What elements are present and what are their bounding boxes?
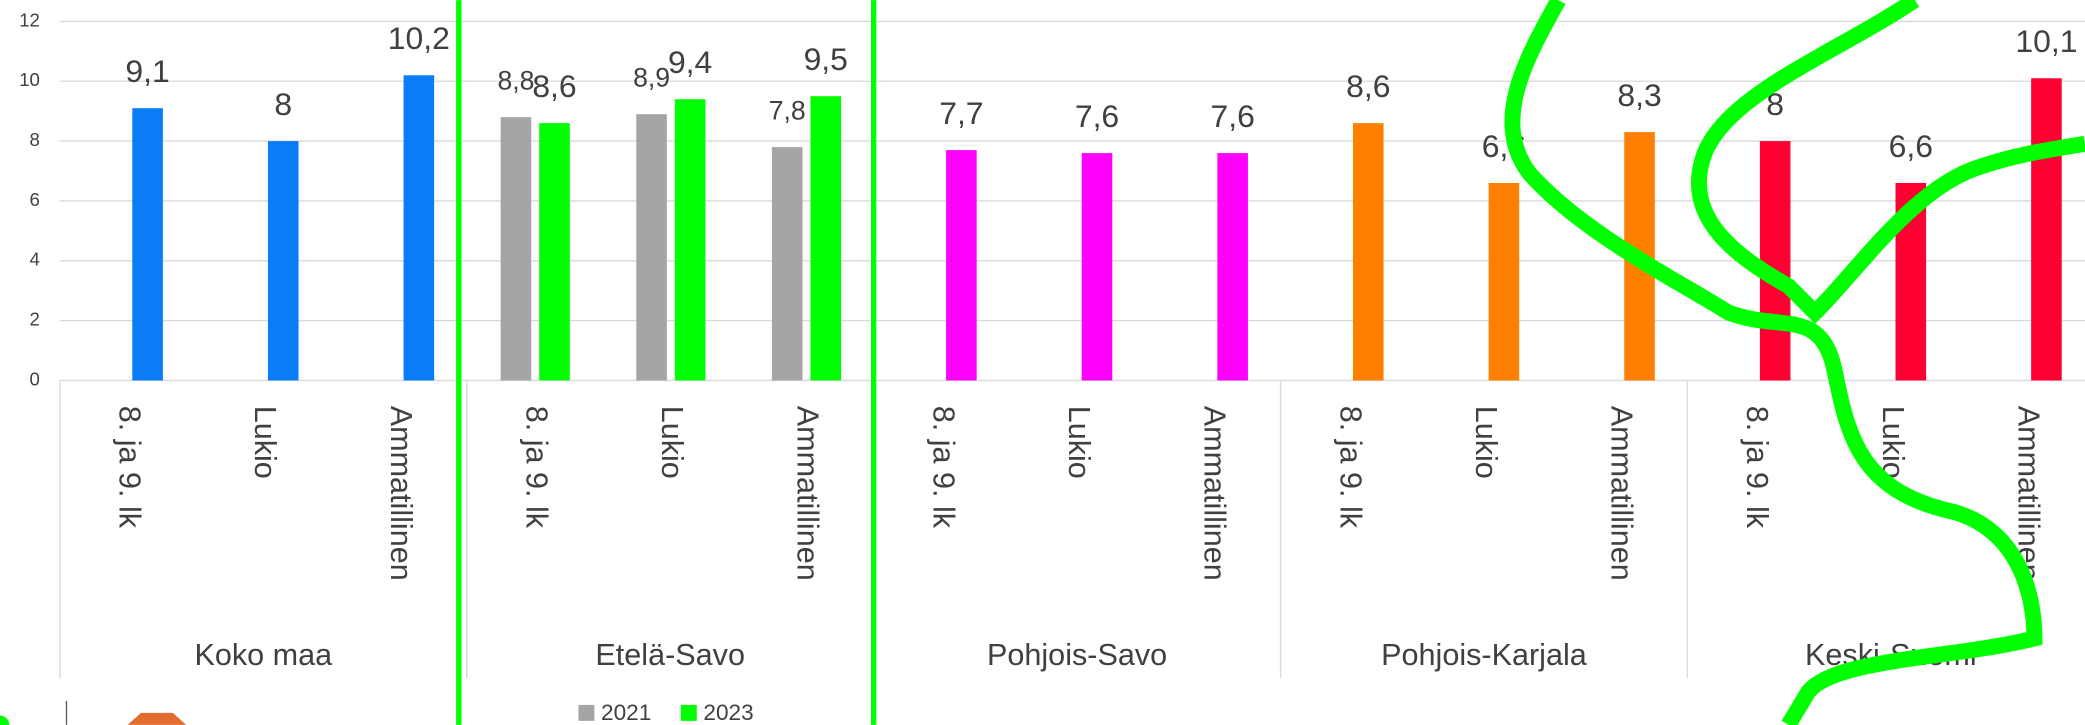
bar (810, 96, 841, 380)
legend-swatch (578, 705, 594, 721)
bar (1489, 183, 1520, 380)
chart: 0 2 4 6 8 10 12 Koko maa 8. ja 9. lk Lukio Ammatil… (0, 0, 2085, 725)
y-tick-label: 6 (30, 189, 40, 210)
bar (636, 114, 667, 380)
bar (675, 99, 706, 380)
logo-dot (0, 716, 9, 725)
value-label: 7,6 (1075, 98, 1119, 134)
value-label: 8,6 (532, 68, 576, 104)
y-tick-label: 2 (30, 309, 40, 330)
value-label: 9,1 (125, 53, 169, 89)
value-label: 10,2 (388, 20, 450, 56)
y-tick-label: 4 (30, 249, 40, 270)
value-label: 8,8 (497, 66, 534, 96)
value-label: 8 (274, 86, 292, 122)
x-tick-label: 8. ja 9. lk (1740, 406, 1774, 529)
x-tick-label: Ammatillinen (384, 406, 418, 581)
value-label: 8,6 (1346, 68, 1390, 104)
x-tick-label: Lukio (248, 406, 282, 479)
value-label: 7,8 (769, 96, 806, 126)
bar (1082, 153, 1113, 380)
value-label: 8,3 (1617, 77, 1661, 113)
bar (1217, 153, 1248, 380)
y-tick-label: 0 (30, 368, 40, 389)
x-tick-label: Ammatillinen (791, 406, 825, 581)
legend-label: 2021 (601, 700, 651, 725)
group-label: Koko maa (194, 638, 332, 672)
x-tick-label: Lukio (1062, 406, 1096, 479)
value-label: 7,7 (939, 95, 983, 131)
legend-label: 2023 (703, 700, 753, 725)
x-tick-label: Ammatillinen (1605, 406, 1639, 581)
value-label: 8,9 (633, 63, 670, 93)
x-tick-label: 8. ja 9. lk (519, 406, 553, 529)
bar (404, 75, 435, 380)
bar (539, 123, 570, 380)
bar (772, 147, 803, 380)
value-label: 10,1 (2015, 23, 2077, 59)
bar (132, 108, 163, 380)
group-label: Etelä-Savo (595, 638, 745, 672)
bar (1353, 123, 1384, 380)
value-label: 7,6 (1210, 98, 1254, 134)
bar (268, 141, 299, 380)
value-label: 9,5 (804, 41, 848, 77)
value-label: 9,4 (668, 44, 712, 80)
y-tick-label: 8 (30, 129, 40, 150)
bar (946, 150, 977, 380)
group-label: Pohjois-Karjala (1381, 638, 1587, 672)
x-tick-label: 8. ja 9. lk (1333, 406, 1367, 529)
x-tick-label: Ammatillinen (1198, 406, 1232, 581)
group-label: Pohjois-Savo (987, 638, 1167, 672)
bar (2031, 78, 2062, 380)
x-tick-label: Lukio (655, 406, 689, 479)
x-tick-label: Lukio (1469, 406, 1503, 479)
logo (128, 713, 187, 725)
y-tick-label: 10 (19, 69, 40, 90)
x-tick-label: 8. ja 9. lk (926, 406, 960, 529)
y-tick-label: 12 (19, 9, 40, 30)
x-tick-label: 8. ja 9. lk (113, 406, 147, 529)
value-label: 6,6 (1889, 128, 1933, 164)
legend-swatch (681, 705, 697, 721)
bar (1760, 141, 1791, 380)
bar (501, 117, 532, 380)
